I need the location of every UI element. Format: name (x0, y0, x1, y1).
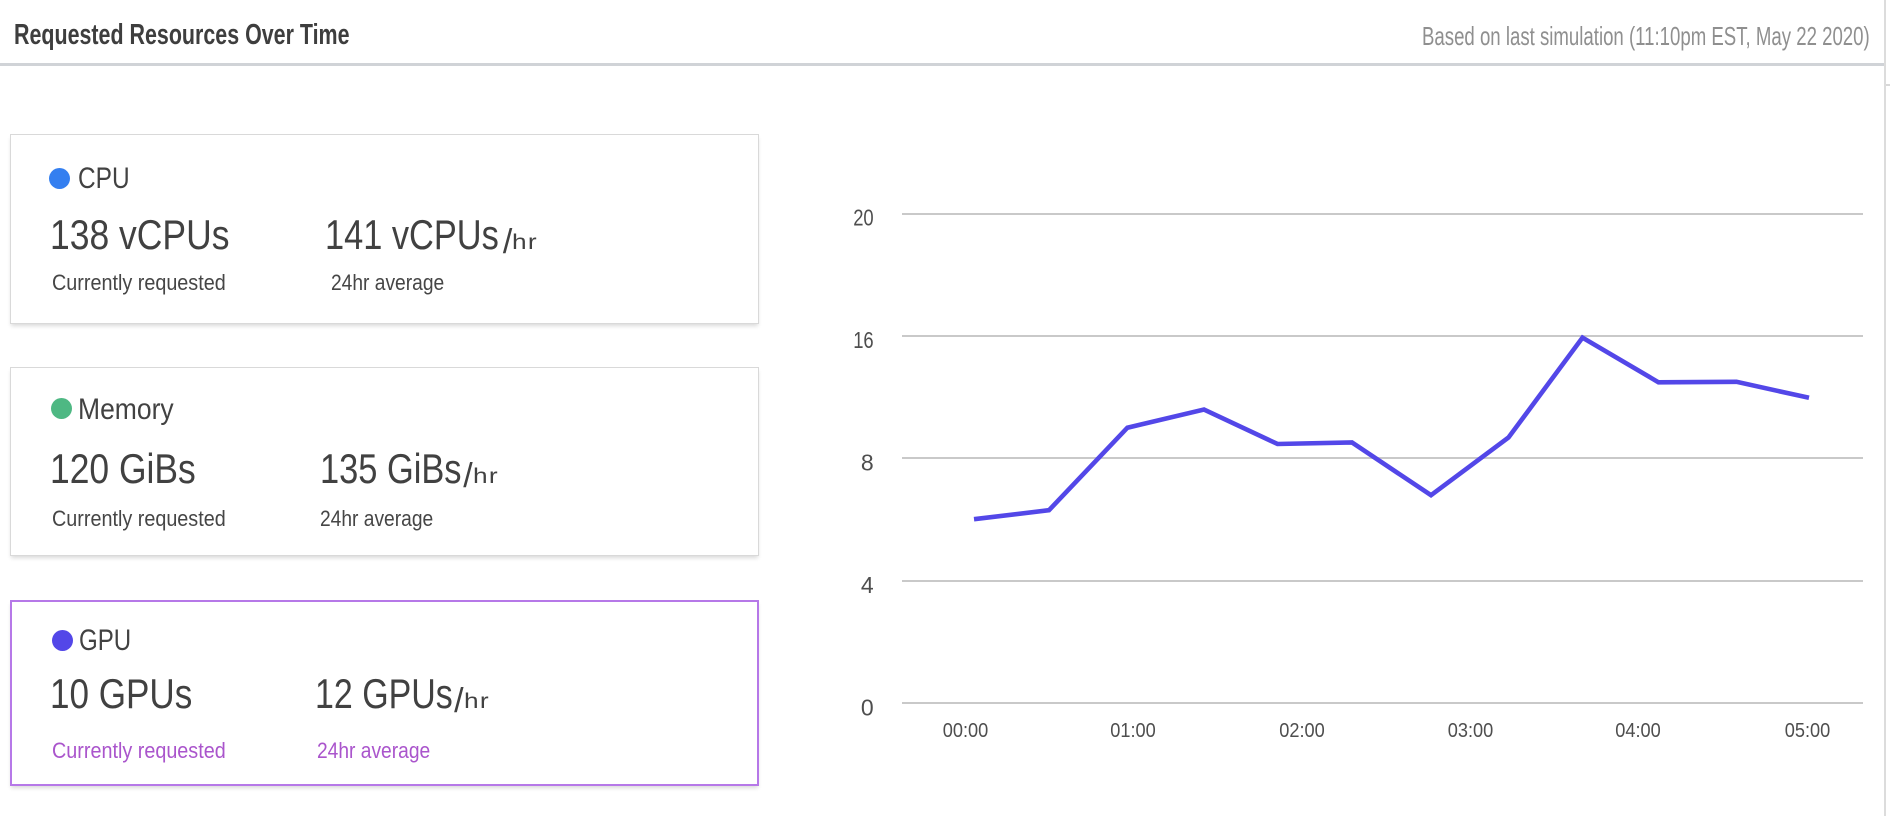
svg-text:04:00: 04:00 (1615, 719, 1661, 742)
svg-text:20: 20 (853, 204, 874, 230)
svg-text:8: 8 (861, 449, 874, 475)
svg-text:03:00: 03:00 (1448, 719, 1494, 742)
svg-text:4: 4 (861, 572, 874, 598)
svg-text:01:00: 01:00 (1110, 719, 1156, 742)
svg-text:02:00: 02:00 (1279, 719, 1325, 742)
svg-text:00:00: 00:00 (943, 719, 989, 742)
svg-text:0: 0 (861, 694, 874, 720)
svg-text:05:00: 05:00 (1785, 719, 1831, 742)
svg-text:16: 16 (853, 327, 874, 353)
